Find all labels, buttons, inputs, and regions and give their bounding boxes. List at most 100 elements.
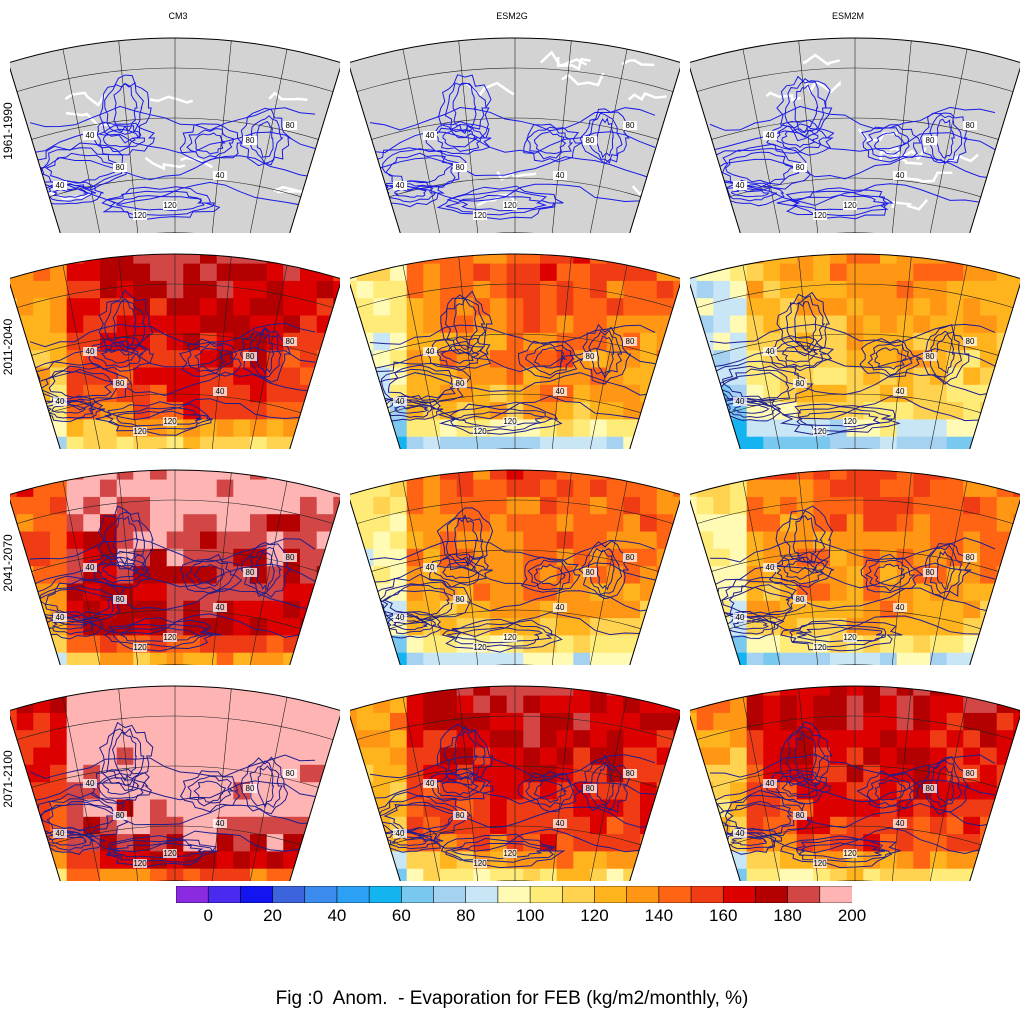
contour-label: 80 bbox=[926, 352, 935, 361]
contour-label: 40 bbox=[426, 563, 435, 572]
contour-label: 40 bbox=[216, 171, 225, 180]
contour-label: 120 bbox=[843, 201, 857, 210]
contour-label: 40 bbox=[426, 131, 435, 140]
column-title-cm3: CM3 bbox=[168, 11, 188, 21]
contour-label: 40 bbox=[86, 347, 95, 356]
map-boundary bbox=[690, 685, 1020, 881]
contour-label: 120 bbox=[843, 417, 857, 426]
contour-label: 120 bbox=[503, 201, 517, 210]
contour-label: 120 bbox=[813, 427, 827, 436]
map-boundary bbox=[690, 253, 1020, 449]
colorbar-swatch bbox=[819, 886, 852, 903]
contour-label: 80 bbox=[926, 568, 935, 577]
contour-label: 120 bbox=[503, 417, 517, 426]
contour-label: 40 bbox=[766, 779, 775, 788]
contour-label: 40 bbox=[896, 819, 905, 828]
contour-label: 80 bbox=[286, 121, 295, 130]
contour-label: 80 bbox=[796, 163, 805, 172]
colorbar-swatch bbox=[207, 886, 241, 903]
contour-label: 40 bbox=[556, 603, 565, 612]
colorbar-swatch bbox=[401, 886, 435, 903]
contour-label: 80 bbox=[796, 595, 805, 604]
colorbar-tick-label: 80 bbox=[456, 906, 476, 925]
map-boundary bbox=[350, 685, 680, 881]
contour-label: 80 bbox=[456, 163, 465, 172]
contour-label: 80 bbox=[926, 136, 935, 145]
contour-label: 40 bbox=[56, 181, 65, 190]
contour-label: 120 bbox=[163, 849, 177, 858]
contour-label: 80 bbox=[626, 769, 635, 778]
contour-label: 40 bbox=[556, 171, 565, 180]
map-boundary bbox=[350, 253, 680, 449]
contour-label: 120 bbox=[163, 201, 177, 210]
map-panel-2011-2040-ESM2M: 40 80 120 40 80 120 40 80 bbox=[690, 253, 1020, 449]
contour-label: 80 bbox=[966, 337, 975, 346]
contour-label: 80 bbox=[586, 784, 595, 793]
map-boundary bbox=[350, 37, 680, 233]
colorbar-swatch bbox=[336, 886, 370, 903]
colorbar-tick-label: 200 bbox=[837, 906, 867, 925]
colorbar-swatch bbox=[433, 886, 467, 903]
contour-label: 40 bbox=[736, 613, 745, 622]
contour-label: 40 bbox=[396, 397, 405, 406]
map-panel-1961-1990-CM3: 40 80 120 40 80 120 40 80 bbox=[10, 37, 340, 233]
contour-label: 40 bbox=[426, 347, 435, 356]
colorbar-tick-label: 0 bbox=[203, 906, 213, 925]
contour-label: 80 bbox=[626, 121, 635, 130]
contour-label: 80 bbox=[966, 769, 975, 778]
map-panel-2041-2070-ESM2G: 40 80 120 40 80 120 40 80 bbox=[350, 469, 680, 665]
colorbar-tick-label: 40 bbox=[327, 906, 347, 925]
contour-label: 40 bbox=[86, 131, 95, 140]
map-panel-2011-2040-CM3: 40 80 120 40 80 120 40 80 bbox=[10, 253, 340, 449]
contour-label: 40 bbox=[216, 819, 225, 828]
colorbar-swatch bbox=[529, 886, 563, 903]
contour-label: 120 bbox=[813, 859, 827, 868]
colorbar-swatch bbox=[690, 886, 724, 903]
contour-label: 80 bbox=[116, 811, 125, 820]
contour-label: 40 bbox=[396, 829, 405, 838]
contour-label: 80 bbox=[926, 784, 935, 793]
contour-label: 40 bbox=[56, 613, 65, 622]
contour-label: 80 bbox=[286, 769, 295, 778]
map-panel-2041-2070-ESM2M: 40 80 120 40 80 120 40 80 bbox=[690, 469, 1020, 665]
contour-label: 80 bbox=[586, 568, 595, 577]
contour-label: 40 bbox=[86, 563, 95, 572]
map-boundary bbox=[350, 469, 680, 665]
contour-label: 120 bbox=[473, 211, 487, 220]
colorbar-swatch bbox=[368, 886, 402, 903]
contour-label: 40 bbox=[426, 779, 435, 788]
map-boundary bbox=[10, 469, 340, 665]
contour-label: 80 bbox=[626, 337, 635, 346]
colorbar bbox=[176, 886, 852, 903]
contour-label: 40 bbox=[896, 171, 905, 180]
colorbar-tick-label: 180 bbox=[773, 906, 802, 925]
contour-label: 120 bbox=[133, 643, 147, 652]
contour-label: 80 bbox=[246, 784, 255, 793]
contour-label: 40 bbox=[766, 131, 775, 140]
colorbar-tick-label: 60 bbox=[391, 906, 411, 925]
contour-label: 40 bbox=[56, 397, 65, 406]
contour-label: 80 bbox=[966, 553, 975, 562]
contour-label: 120 bbox=[813, 211, 827, 220]
contour-label: 120 bbox=[473, 643, 487, 652]
map-panel-2041-2070-CM3: 40 80 120 40 80 120 40 80 bbox=[10, 469, 340, 665]
colorbar-tick-label: 160 bbox=[709, 906, 738, 925]
contour-label: 120 bbox=[163, 633, 177, 642]
map-panel-2071-2100-ESM2M: 40 80 120 40 80 120 40 80 bbox=[690, 685, 1020, 881]
column-title-esm2g: ESM2G bbox=[496, 11, 528, 21]
contour-label: 80 bbox=[116, 595, 125, 604]
contour-label: 40 bbox=[736, 397, 745, 406]
contour-label: 40 bbox=[736, 829, 745, 838]
contour-label: 80 bbox=[286, 553, 295, 562]
contour-label: 80 bbox=[586, 352, 595, 361]
contour-label: 120 bbox=[843, 633, 857, 642]
contour-label: 120 bbox=[843, 849, 857, 858]
contour-label: 40 bbox=[736, 181, 745, 190]
map-panel-2071-2100-ESM2G: 40 80 120 40 80 120 40 80 bbox=[350, 685, 680, 881]
colorbar-swatch bbox=[176, 886, 209, 903]
map-boundary bbox=[690, 469, 1020, 665]
contour-label: 80 bbox=[246, 352, 255, 361]
contour-label: 80 bbox=[456, 811, 465, 820]
colorbar-swatch bbox=[465, 886, 499, 903]
map-panel-2071-2100-CM3: 40 80 120 40 80 120 40 80 bbox=[10, 685, 340, 881]
